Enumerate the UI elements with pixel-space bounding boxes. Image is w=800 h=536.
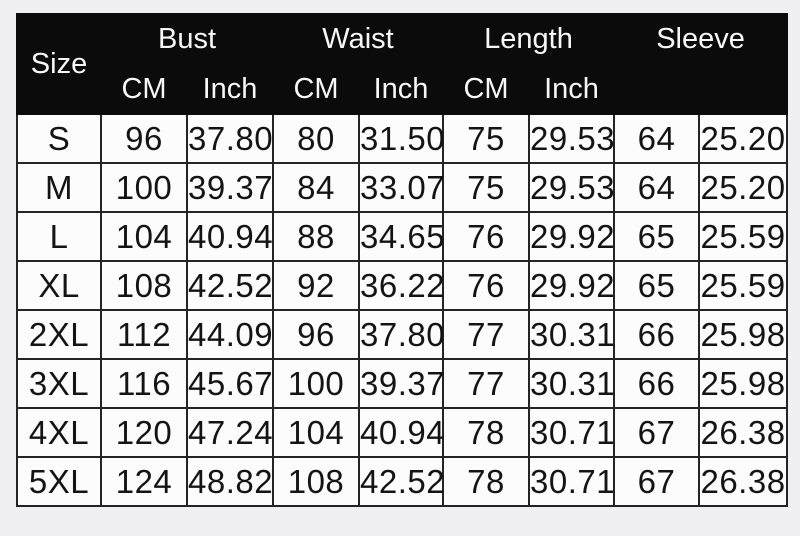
- waist-cm-cell: 88: [272, 211, 360, 262]
- waist-cm-cell: 80: [272, 113, 360, 164]
- sleeve-inch-cell: 25.59: [698, 211, 789, 262]
- length-cm-cell: 77: [442, 309, 530, 360]
- header-waist-inch: Inch: [358, 63, 444, 115]
- bust-inch-cell: 47.24: [186, 407, 274, 458]
- sleeve-inch-cell: 25.20: [698, 162, 789, 213]
- bust-inch-cell: 48.82: [186, 456, 274, 507]
- bust-cm-cell: 112: [100, 309, 188, 360]
- header-bust: Bust: [100, 13, 274, 65]
- header-bust-inch: Inch: [186, 63, 274, 115]
- sleeve-cm-cell: 67: [613, 456, 701, 507]
- length-cm-cell: 78: [442, 407, 530, 458]
- sleeve-inch-cell: 25.59: [698, 260, 789, 311]
- bust-cm-cell: 100: [100, 162, 188, 213]
- length-cm-cell: 78: [442, 456, 530, 507]
- length-inch-cell: 30.71: [527, 407, 616, 458]
- sleeve-inch-cell: 26.38: [698, 407, 789, 458]
- size-cell: 2XL: [16, 309, 102, 360]
- length-cm-cell: 77: [442, 358, 530, 409]
- length-inch-cell: 29.92: [527, 260, 616, 311]
- size-cell: L: [16, 211, 102, 262]
- size-chart-table: Size Bust Waist Length Sleeve CM Inch CM…: [16, 13, 789, 507]
- header-group-row: Size Bust Waist Length Sleeve: [16, 13, 789, 115]
- header-waist-cm: CM: [272, 63, 360, 115]
- bust-inch-cell: 39.37: [186, 162, 274, 213]
- bust-cm-cell: 108: [100, 260, 188, 311]
- bust-cm-cell: 120: [100, 407, 188, 458]
- header-length-cm: CM: [442, 63, 530, 115]
- sleeve-cm-cell: 66: [613, 358, 701, 409]
- waist-inch-cell: 42.52: [358, 456, 445, 507]
- length-inch-cell: 30.31: [527, 358, 616, 409]
- waist-inch-cell: 39.37: [358, 358, 445, 409]
- waist-cm-cell: 100: [272, 358, 360, 409]
- waist-inch-cell: 34.65: [358, 211, 445, 262]
- waist-cm-cell: 108: [272, 456, 360, 507]
- table-row: XL 108 42.52 92 36.22 76 29.92 65 25.59: [16, 260, 789, 311]
- size-cell: 4XL: [16, 407, 102, 458]
- bust-cm-cell: 96: [100, 113, 188, 164]
- header-length: Length: [441, 13, 616, 65]
- sleeve-inch-cell: 26.38: [698, 456, 789, 507]
- table-body: S 96 37.80 80 31.50 75 29.53 64 25.20 M …: [16, 113, 789, 507]
- table-row: 5XL 124 48.82 108 42.52 78 30.71 67 26.3…: [16, 456, 789, 507]
- waist-cm-cell: 104: [272, 407, 360, 458]
- header-unit-row: CM Inch CM Inch CM Inch: [17, 63, 789, 115]
- header-waist: Waist: [272, 13, 444, 65]
- table-row: S 96 37.80 80 31.50 75 29.53 64 25.20: [16, 113, 789, 164]
- sleeve-cm-cell: 65: [613, 211, 701, 262]
- length-inch-cell: 29.92: [527, 211, 616, 262]
- bust-cm-cell: 124: [100, 456, 188, 507]
- header-sleeve-units-empty: [613, 63, 789, 115]
- size-cell: XL: [16, 260, 102, 311]
- length-cm-cell: 75: [442, 162, 530, 213]
- header-sleeve: Sleeve: [613, 13, 789, 65]
- bust-inch-cell: 44.09: [186, 309, 274, 360]
- sleeve-inch-cell: 25.98: [698, 358, 789, 409]
- sleeve-inch-cell: 25.20: [698, 113, 789, 164]
- waist-cm-cell: 92: [272, 260, 360, 311]
- bust-inch-cell: 45.67: [186, 358, 274, 409]
- length-inch-cell: 29.53: [527, 113, 616, 164]
- sleeve-inch-cell: 25.98: [698, 309, 789, 360]
- table-row: 4XL 120 47.24 104 40.94 78 30.71 67 26.3…: [16, 407, 789, 458]
- bust-inch-cell: 42.52: [186, 260, 274, 311]
- length-cm-cell: 76: [442, 211, 530, 262]
- header-length-inch: Inch: [527, 63, 616, 115]
- size-cell: 3XL: [16, 358, 102, 409]
- sleeve-cm-cell: 64: [613, 113, 701, 164]
- bust-cm-cell: 104: [100, 211, 188, 262]
- waist-inch-cell: 33.07: [358, 162, 445, 213]
- bust-inch-cell: 40.94: [186, 211, 274, 262]
- table-row: 3XL 116 45.67 100 39.37 77 30.31 66 25.9…: [16, 358, 789, 409]
- length-inch-cell: 29.53: [527, 162, 616, 213]
- waist-inch-cell: 31.50: [358, 113, 445, 164]
- table-row: L 104 40.94 88 34.65 76 29.92 65 25.59: [16, 211, 789, 262]
- bust-cm-cell: 116: [100, 358, 188, 409]
- waist-inch-cell: 37.80: [358, 309, 445, 360]
- size-cell: 5XL: [16, 456, 102, 507]
- length-inch-cell: 30.71: [527, 456, 616, 507]
- waist-inch-cell: 36.22: [358, 260, 445, 311]
- waist-cm-cell: 96: [272, 309, 360, 360]
- size-cell: M: [16, 162, 102, 213]
- size-chart-container: Size Bust Waist Length Sleeve CM Inch CM…: [16, 13, 789, 507]
- waist-cm-cell: 84: [272, 162, 360, 213]
- waist-inch-cell: 40.94: [358, 407, 445, 458]
- sleeve-cm-cell: 66: [613, 309, 701, 360]
- length-cm-cell: 75: [442, 113, 530, 164]
- bust-inch-cell: 37.80: [186, 113, 274, 164]
- length-inch-cell: 30.31: [527, 309, 616, 360]
- sleeve-cm-cell: 64: [613, 162, 701, 213]
- length-cm-cell: 76: [442, 260, 530, 311]
- sleeve-cm-cell: 65: [613, 260, 701, 311]
- sleeve-cm-cell: 67: [613, 407, 701, 458]
- size-cell: S: [16, 113, 102, 164]
- header-bust-cm: CM: [100, 63, 188, 115]
- header-size: Size: [16, 13, 102, 115]
- table-row: 2XL 112 44.09 96 37.80 77 30.31 66 25.98: [16, 309, 789, 360]
- table-header: Size Bust Waist Length Sleeve CM Inch CM…: [16, 13, 789, 115]
- table-row: M 100 39.37 84 33.07 75 29.53 64 25.20: [16, 162, 789, 213]
